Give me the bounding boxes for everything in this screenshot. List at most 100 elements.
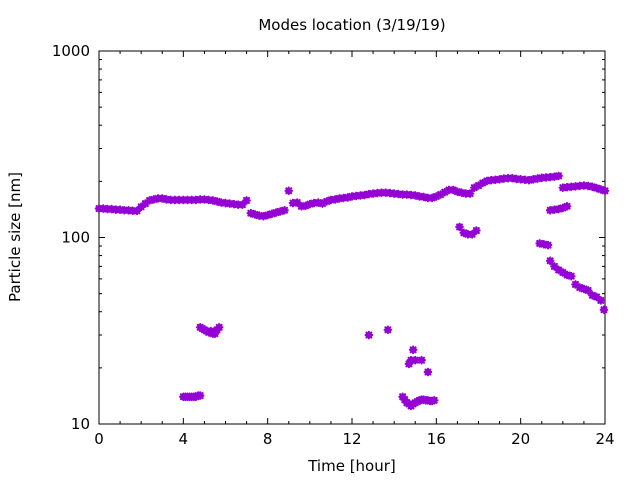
data-point	[124, 205, 133, 215]
x-tick-label: 12	[342, 430, 361, 448]
data-point	[162, 195, 171, 204]
data-point	[216, 198, 226, 207]
data-point	[267, 209, 277, 219]
data-point	[554, 204, 563, 214]
data-point	[550, 172, 559, 181]
data-point	[419, 192, 428, 202]
data-point	[360, 190, 369, 200]
data-point	[373, 188, 382, 198]
data-point	[204, 195, 213, 205]
data-point	[259, 211, 268, 221]
data-point	[575, 283, 584, 292]
data-point	[271, 208, 281, 217]
data-point	[448, 185, 458, 195]
data-point	[368, 189, 378, 198]
data-point	[263, 210, 272, 220]
data-point	[250, 210, 260, 219]
data-point	[592, 183, 601, 193]
data-point	[579, 284, 589, 294]
data-point	[507, 173, 517, 183]
data-point	[599, 305, 609, 315]
y-axis-ticks: 10 100 1000	[52, 42, 605, 433]
data-point	[191, 195, 201, 205]
data-point	[543, 240, 553, 250]
data-point	[284, 186, 294, 196]
data-point	[330, 195, 340, 204]
data-point	[562, 270, 572, 280]
data-point	[276, 207, 285, 216]
data-point	[432, 192, 441, 201]
data-point	[453, 187, 462, 197]
data-point	[472, 226, 481, 235]
data-point	[596, 296, 606, 305]
data-point	[383, 325, 393, 335]
data-point	[364, 330, 374, 340]
data-point	[280, 205, 289, 215]
data-point	[566, 182, 576, 192]
data-point	[571, 182, 580, 191]
data-point	[326, 195, 336, 205]
x-axis-ticks: 0 4 8 12 16 20 24	[94, 51, 615, 448]
data-point	[457, 188, 466, 197]
plot-area	[98, 50, 606, 425]
data-point	[558, 268, 568, 277]
data-point	[467, 230, 477, 239]
y-tick-label: 100	[61, 229, 90, 247]
x-tick-label: 16	[427, 430, 446, 448]
data-point	[212, 197, 222, 206]
data-point	[550, 205, 559, 214]
data-point	[145, 196, 154, 205]
data-point	[98, 204, 108, 213]
data-point	[347, 192, 357, 201]
data-point	[402, 190, 412, 199]
data-point	[394, 189, 403, 199]
data-point	[404, 359, 414, 369]
data-point	[554, 265, 563, 275]
data-point	[410, 355, 420, 365]
data-point	[545, 205, 555, 215]
data-point	[288, 198, 298, 208]
data-point	[406, 190, 416, 200]
data-point	[322, 197, 331, 206]
data-point	[459, 228, 469, 238]
data-point	[465, 189, 475, 198]
data-point	[301, 201, 310, 211]
data-point	[529, 175, 538, 184]
data-point	[495, 175, 504, 184]
data-point	[415, 192, 424, 201]
data-point	[238, 200, 247, 209]
data-point	[343, 193, 353, 202]
x-axis-label: Time [hour]	[307, 457, 396, 475]
data-point	[225, 199, 235, 208]
data-point	[550, 262, 559, 271]
data-point	[588, 290, 597, 300]
data-point	[423, 367, 433, 377]
y-tick-label: 1000	[52, 42, 90, 60]
data-point	[535, 239, 544, 248]
data-point	[571, 280, 580, 289]
data-point	[313, 198, 323, 207]
data-point	[381, 188, 391, 197]
data-point	[440, 187, 450, 197]
data-point	[292, 198, 302, 207]
data-point	[210, 329, 220, 338]
data-point	[208, 196, 218, 205]
data-point	[583, 181, 593, 191]
data-point	[339, 193, 348, 203]
data-point	[436, 190, 445, 199]
y-tick-label: 10	[71, 415, 90, 433]
x-tick-label: 8	[263, 430, 273, 448]
data-point	[558, 203, 568, 213]
data-point	[356, 191, 365, 200]
data-point	[478, 178, 488, 188]
data-point	[242, 196, 251, 205]
data-point	[297, 201, 306, 211]
data-point	[364, 189, 374, 199]
data-point	[554, 171, 563, 181]
x-tick-label: 4	[179, 430, 189, 448]
data-point	[195, 391, 205, 400]
data-point	[107, 204, 116, 214]
x-tick-label: 0	[94, 430, 104, 448]
data-point	[579, 181, 589, 190]
data-point	[318, 199, 327, 208]
